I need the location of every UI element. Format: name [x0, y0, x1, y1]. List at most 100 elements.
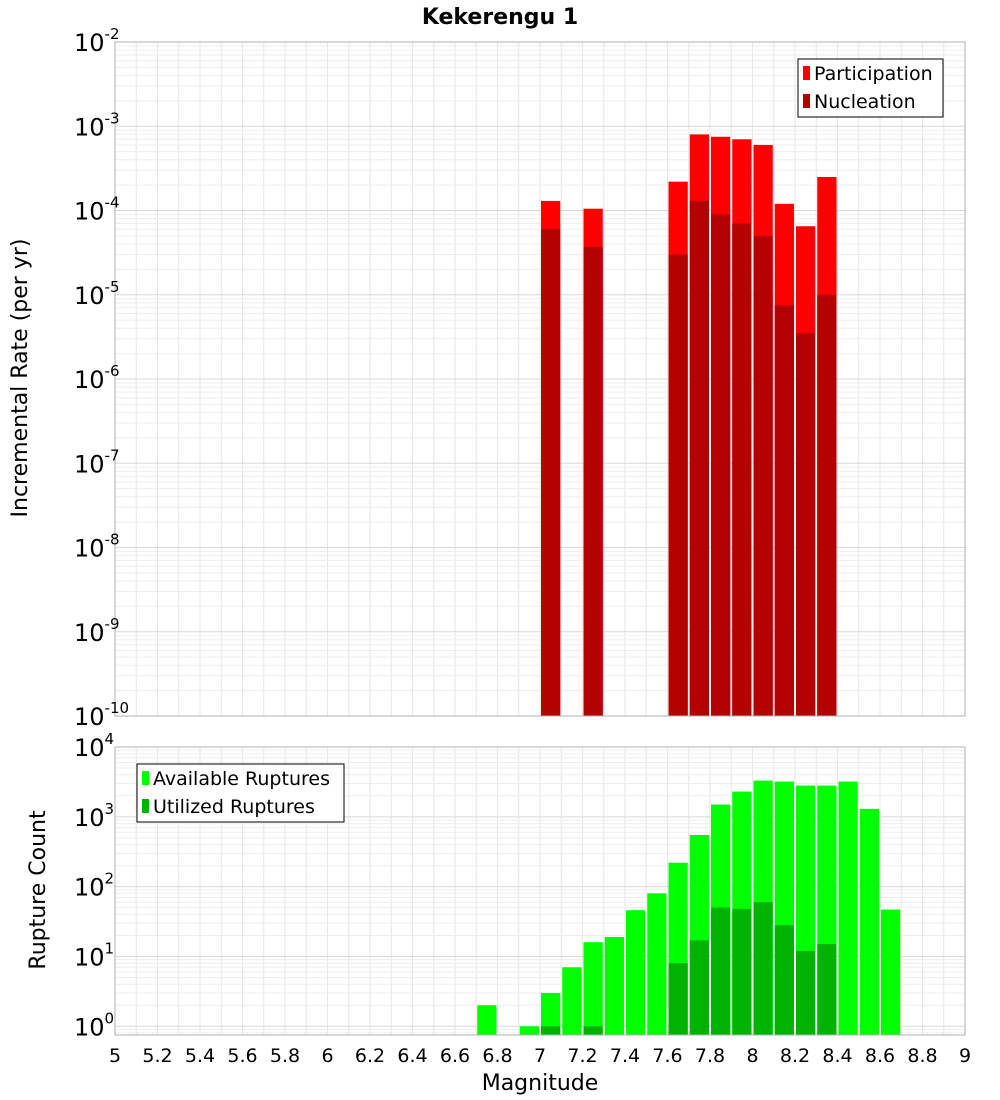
top-bar-nucleation [732, 223, 752, 717]
bottom-bar-available-ruptures [647, 893, 667, 1035]
x-tick-label: 6.4 [397, 1045, 427, 1067]
x-tick-label: 7.8 [695, 1045, 725, 1067]
y-tick-exponent: -6 [105, 362, 120, 380]
bottom-legend: Available Ruptures Utilized Ruptures [136, 763, 345, 823]
top-bar-nucleation [583, 246, 603, 716]
y-tick-base: 10 [74, 943, 105, 971]
y-tick-base: 10 [74, 113, 105, 141]
x-tick-label: 6 [321, 1045, 333, 1067]
x-tick-label: 6.8 [482, 1045, 512, 1067]
bottom-bar-available-ruptures [541, 992, 561, 1035]
y-tick-exponent: 0 [105, 1009, 115, 1027]
y-tick-exponent: -3 [105, 109, 120, 127]
y-tick-base: 10 [74, 535, 105, 563]
top-bar-nucleation [796, 333, 816, 716]
bottom-y-tick-label: 104 [74, 730, 114, 762]
top-y-tick-label: 10-6 [74, 362, 120, 394]
top-y-tick-label: 10-4 [74, 194, 120, 226]
x-tick-label: 7 [534, 1045, 546, 1067]
bottom-bar-available-ruptures [626, 910, 646, 1035]
bottom-y-tick-label: 100 [74, 1009, 114, 1041]
x-tick-label: 6.6 [440, 1045, 470, 1067]
x-tick-label: 5.8 [270, 1045, 300, 1067]
y-tick-base: 10 [74, 619, 105, 647]
top-plot-frame [114, 41, 966, 717]
y-tick-exponent: -10 [105, 699, 130, 717]
bottom-bar-available-ruptures [859, 808, 879, 1035]
bottom-bars [477, 780, 901, 1035]
bottom-bar-utilized-ruptures [689, 940, 709, 1035]
x-tick-label: 8.6 [865, 1045, 895, 1067]
top-bar-nucleation [711, 214, 731, 716]
x-tick-label: 8.8 [907, 1045, 937, 1067]
x-tick-label: 8 [746, 1045, 758, 1067]
bottom-legend-label: Utilized Ruptures [153, 796, 315, 818]
bottom-bar-utilized-ruptures [583, 1026, 603, 1035]
y-tick-exponent: 1 [105, 939, 115, 957]
x-tick-label: 7.4 [610, 1045, 640, 1067]
bottom-bar-available-ruptures [477, 1005, 497, 1035]
bottom-bar-utilized-ruptures [817, 944, 837, 1035]
top-y-tick-label: 10-9 [74, 615, 120, 647]
top-y-tick-label: 10-8 [74, 531, 120, 563]
top-legend-box [797, 58, 944, 118]
y-tick-exponent: 4 [105, 730, 115, 748]
y-tick-base: 10 [74, 804, 105, 832]
y-tick-base: 10 [74, 29, 105, 57]
bottom-y-tick-label: 103 [74, 800, 114, 832]
y-tick-exponent: 2 [105, 870, 115, 888]
y-tick-exponent: -9 [105, 615, 120, 633]
top-bar-nucleation [668, 254, 688, 716]
top-y-tick-label: 10-10 [74, 699, 129, 731]
top-bar-nucleation [753, 235, 773, 717]
bottom-legend-swatch [142, 799, 149, 813]
bottom-legend-label: Available Ruptures [153, 768, 330, 790]
x-tick-label: 5.2 [142, 1045, 172, 1067]
y-tick-exponent: 3 [105, 800, 115, 818]
bottom-bar-available-ruptures [838, 781, 858, 1035]
y-tick-base: 10 [74, 450, 105, 478]
top-bar-nucleation [689, 200, 709, 716]
top-bar-nucleation [817, 294, 837, 716]
y-tick-base: 10 [74, 1013, 105, 1041]
top-legend-label: Nucleation [814, 91, 916, 113]
x-tick-labels: 5 5.2 5.4 5.6 5.8 6 6.2 6.4 6.6 6.8 7 7.2 7.4 7.6 7.8 8… [109, 1045, 971, 1067]
x-tick-label: 8.4 [822, 1045, 852, 1067]
bottom-bar-utilized-ruptures [711, 907, 731, 1035]
top-bar-nucleation [541, 229, 561, 717]
x-tick-label: 7.2 [567, 1045, 597, 1067]
y-tick-exponent: -5 [105, 278, 120, 296]
y-tick-base: 10 [74, 366, 105, 394]
bottom-bar-available-ruptures [562, 967, 582, 1035]
top-y-tick-label: 10-5 [74, 278, 120, 310]
bottom-bar-utilized-ruptures [753, 902, 773, 1035]
bottom-y-axis-label: Rupture Count [26, 810, 51, 970]
y-tick-base: 10 [74, 282, 105, 310]
top-grid [115, 41, 965, 717]
x-tick-label: 5 [109, 1045, 121, 1067]
x-tick-label: 7.6 [652, 1045, 682, 1067]
y-tick-exponent: -4 [105, 194, 120, 212]
x-axis-label: Magnitude [482, 1071, 599, 1096]
y-tick-exponent: -8 [105, 531, 120, 549]
top-y-tick-label: 10-7 [74, 446, 120, 478]
x-tick-label: 8.2 [780, 1045, 810, 1067]
bottom-bar-available-ruptures [604, 936, 624, 1035]
x-tick-label: 9 [959, 1045, 971, 1067]
bottom-legend-box [136, 763, 345, 823]
top-bar-nucleation [774, 305, 794, 716]
top-legend: Participation Nucleation [797, 58, 944, 118]
bottom-y-tick-label: 101 [74, 939, 114, 971]
top-legend-label: Participation [814, 63, 933, 85]
y-tick-exponent: -2 [105, 25, 120, 43]
x-tick-label: 5.6 [227, 1045, 257, 1067]
chart-title: Kekerengu 1 [422, 5, 578, 30]
bottom-bar-available-ruptures [881, 909, 901, 1035]
y-tick-base: 10 [74, 703, 105, 731]
y-tick-exponent: -7 [105, 446, 120, 464]
x-tick-label: 6.2 [355, 1045, 385, 1067]
bottom-bar-utilized-ruptures [668, 963, 688, 1035]
